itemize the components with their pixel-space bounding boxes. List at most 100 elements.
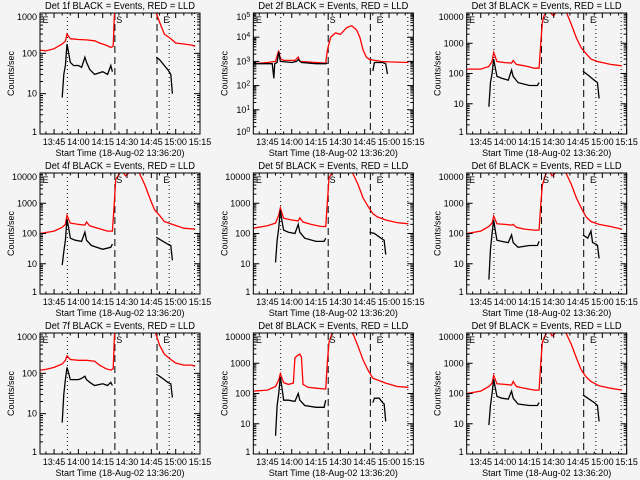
lld-series-line	[40, 13, 116, 52]
x-tick-label: 14:45	[353, 457, 376, 467]
x-tick-label: 14:00	[494, 457, 517, 467]
panel-title: Det 8f BLACK = Events, RED = LLD	[258, 321, 408, 332]
y-tick-label: 1	[32, 447, 37, 457]
panel-9: 13:45 14:00 14:15 14:30 14:45 15:00 15:15 Start…	[433, 321, 638, 478]
x-tick-label: 14:15	[518, 137, 541, 147]
y-tick-base: 10	[236, 127, 246, 137]
x-tick-label: 14:30	[542, 297, 565, 307]
y-axis-label: Counts/sec	[6, 50, 16, 96]
y-tick-label: 1	[245, 447, 250, 457]
y-tick-label: 10000	[439, 12, 464, 22]
x-tick-label: 13:45	[43, 297, 66, 307]
y-tick-label: 10	[454, 259, 464, 269]
x-tick-label: 14:00	[67, 457, 90, 467]
panel-title: Det 5f BLACK = Events, RED = LLD	[258, 161, 408, 172]
y-tick-label: 10000	[225, 332, 250, 342]
marker-label: E	[377, 175, 383, 185]
x-tick-label: 14:15	[305, 297, 328, 307]
x-tick-label: 14:00	[280, 137, 303, 147]
y-tick-label: 100	[236, 127, 250, 137]
y-tick-label: 10000	[439, 332, 464, 342]
marker-label: E	[377, 15, 383, 25]
marker-label: E	[469, 175, 475, 185]
x-tick-label: 14:45	[140, 297, 163, 307]
panel-title: Det 6f BLACK = Events, RED = LLD	[472, 161, 622, 172]
y-tick-label: 100	[235, 229, 250, 239]
y-tick-label: 10	[240, 419, 250, 429]
marker-label: E	[43, 15, 49, 25]
y-axis-label: Counts/sec	[219, 210, 229, 256]
y-tick-label: 100	[449, 229, 464, 239]
plot-frame	[39, 172, 201, 295]
x-tick-label: 15:00	[378, 457, 401, 467]
x-tick-label: 15:00	[164, 297, 187, 307]
marker-label: E	[590, 15, 596, 25]
y-axis-label: Counts/sec	[433, 210, 443, 256]
y-tick-label: 101	[236, 105, 250, 115]
marker-label: E	[163, 175, 169, 185]
plot-frame	[252, 332, 414, 455]
y-tick-label: 10	[27, 259, 37, 269]
plot-frame	[466, 332, 628, 455]
panel-2: 13:45 14:00 14:15 14:30 14:45 15:00 15:15 Start…	[219, 1, 424, 158]
marker-label: E	[377, 335, 383, 345]
y-axis-label: Counts/sec	[6, 210, 16, 256]
x-tick-label: 15:15	[402, 137, 425, 147]
x-tick-label: 14:00	[494, 137, 517, 147]
x-tick-label: 14:00	[280, 297, 303, 307]
y-tick-exponent: 3	[246, 56, 250, 63]
y-tick-label: 1000	[230, 198, 250, 208]
x-tick-label: 15:15	[615, 457, 638, 467]
events-series-line	[155, 56, 174, 94]
y-tick-label: 10000	[439, 172, 464, 182]
x-axis-label: Start Time (18-Aug-02 13:36:20)	[269, 308, 398, 318]
y-tick-label: 10000	[225, 172, 250, 182]
x-tick-label: 14:30	[116, 457, 139, 467]
y-tick-base: 10	[236, 81, 246, 91]
events-series-line	[369, 231, 387, 255]
marker-label: S	[330, 175, 336, 185]
panel-title: Det 2f BLACK = Events, RED = LLD	[258, 1, 408, 12]
panel-7: 13:45 14:00 14:15 14:30 14:45 15:00 15:15 Start…	[6, 321, 211, 478]
x-tick-label: 14:45	[140, 457, 163, 467]
y-tick-exponent: 2	[246, 81, 250, 88]
x-tick-label: 15:15	[615, 297, 638, 307]
lld-series-line	[466, 333, 622, 395]
panel-8: 13:45 14:00 14:15 14:30 14:45 15:00 15:15 Start…	[219, 321, 424, 478]
x-tick-label: 14:00	[67, 297, 90, 307]
marker-label: S	[543, 15, 549, 25]
x-tick-label: 14:00	[280, 457, 303, 467]
marker-label: S	[330, 335, 336, 345]
x-tick-label: 15:15	[189, 457, 212, 467]
panel-title: Det 1f BLACK = Events, RED = LLD	[45, 1, 195, 12]
x-tick-label: 13:45	[469, 457, 492, 467]
panel-title: Det 4f BLACK = Events, RED = LLD	[45, 161, 195, 172]
events-series-line	[61, 367, 113, 423]
marker-label: E	[590, 175, 596, 185]
x-tick-label: 15:00	[378, 137, 401, 147]
x-axis-label: Start Time (18-Aug-02 13:36:20)	[55, 308, 184, 318]
marker-label: E	[163, 335, 169, 345]
x-tick-label: 14:45	[353, 297, 376, 307]
y-tick-exponent: 4	[246, 32, 250, 39]
events-series-line	[61, 218, 113, 266]
y-tick-label: 1	[459, 287, 464, 297]
events-series-line	[372, 61, 389, 75]
y-tick-label: 1000	[444, 358, 464, 368]
x-tick-label: 14:30	[329, 137, 352, 147]
x-tick-label: 15:00	[164, 137, 187, 147]
events-series-line	[582, 228, 600, 259]
y-tick-label: 10	[240, 259, 250, 269]
lld-series-line	[155, 13, 196, 47]
x-tick-label: 14:30	[116, 137, 139, 147]
events-series-line	[155, 236, 174, 261]
lld-series-line	[40, 333, 116, 371]
x-tick-label: 15:15	[402, 457, 425, 467]
y-tick-label: 10	[27, 89, 37, 99]
x-tick-label: 14:30	[542, 457, 565, 467]
y-tick-label: 1000	[17, 12, 37, 22]
lld-series-line	[253, 24, 409, 65]
x-tick-label: 13:45	[469, 137, 492, 147]
